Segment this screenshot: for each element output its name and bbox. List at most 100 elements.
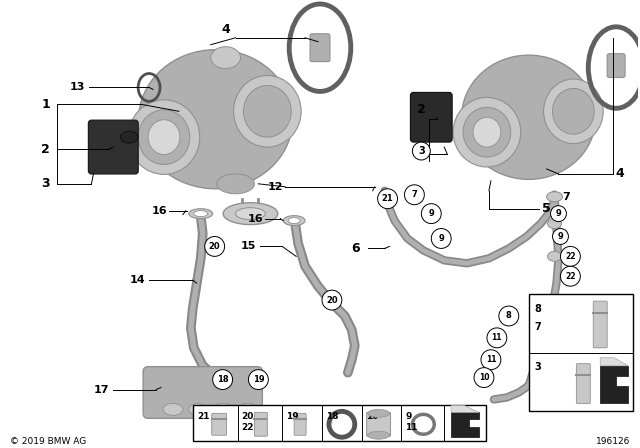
Polygon shape — [600, 366, 628, 404]
Ellipse shape — [461, 55, 596, 179]
Text: 7: 7 — [412, 190, 417, 199]
Ellipse shape — [212, 404, 232, 415]
Ellipse shape — [189, 404, 207, 415]
Text: 18: 18 — [326, 412, 339, 422]
Text: 22: 22 — [565, 252, 575, 261]
FancyBboxPatch shape — [212, 414, 227, 435]
Text: 10: 10 — [479, 373, 489, 382]
Ellipse shape — [128, 100, 200, 174]
Ellipse shape — [138, 110, 190, 164]
Text: 17: 17 — [93, 384, 109, 395]
Text: 20: 20 — [209, 242, 221, 251]
Text: 9: 9 — [438, 234, 444, 243]
Circle shape — [561, 266, 580, 286]
Text: 1: 1 — [42, 98, 50, 111]
Text: 22: 22 — [565, 272, 575, 281]
Text: 20: 20 — [326, 296, 338, 305]
Text: © 2019 BMW AG: © 2019 BMW AG — [10, 437, 86, 446]
Ellipse shape — [288, 218, 300, 224]
Ellipse shape — [217, 174, 255, 194]
Circle shape — [431, 228, 451, 248]
Ellipse shape — [243, 86, 291, 137]
Ellipse shape — [139, 50, 292, 189]
Text: 9: 9 — [556, 209, 561, 218]
Polygon shape — [600, 358, 628, 366]
FancyBboxPatch shape — [410, 92, 452, 142]
Ellipse shape — [223, 202, 278, 224]
Ellipse shape — [463, 108, 511, 157]
Text: 7: 7 — [534, 322, 541, 332]
Ellipse shape — [453, 97, 521, 167]
Circle shape — [552, 228, 568, 245]
Text: 11: 11 — [492, 333, 502, 342]
FancyBboxPatch shape — [367, 412, 390, 436]
Ellipse shape — [548, 219, 561, 228]
Ellipse shape — [120, 131, 138, 143]
Ellipse shape — [368, 431, 390, 439]
Ellipse shape — [548, 251, 561, 261]
Ellipse shape — [239, 404, 255, 415]
Ellipse shape — [368, 409, 390, 418]
Text: 6: 6 — [351, 242, 360, 255]
Text: 3: 3 — [534, 362, 541, 372]
Text: 19: 19 — [286, 412, 299, 422]
Ellipse shape — [163, 404, 183, 415]
Ellipse shape — [547, 192, 563, 202]
Ellipse shape — [543, 79, 603, 143]
Polygon shape — [451, 412, 479, 437]
FancyBboxPatch shape — [143, 366, 262, 418]
Text: 2: 2 — [42, 142, 50, 155]
Bar — [529, 294, 633, 411]
Polygon shape — [451, 405, 479, 412]
FancyBboxPatch shape — [88, 120, 138, 174]
Text: 4: 4 — [616, 168, 625, 181]
Text: 21: 21 — [381, 194, 394, 203]
Text: 2: 2 — [417, 103, 426, 116]
Text: 22: 22 — [241, 423, 254, 432]
Ellipse shape — [473, 117, 501, 147]
Text: 8: 8 — [534, 304, 541, 314]
Circle shape — [487, 328, 507, 348]
FancyBboxPatch shape — [255, 412, 268, 436]
Circle shape — [421, 204, 441, 224]
Text: 11: 11 — [406, 423, 418, 432]
Ellipse shape — [284, 215, 305, 225]
Circle shape — [205, 237, 225, 256]
Circle shape — [550, 206, 566, 222]
Text: 10: 10 — [365, 412, 378, 422]
Text: 20: 20 — [241, 412, 254, 422]
Text: 12: 12 — [268, 182, 283, 192]
Circle shape — [474, 368, 494, 388]
Circle shape — [248, 370, 268, 389]
FancyBboxPatch shape — [607, 54, 625, 78]
Circle shape — [212, 370, 232, 389]
Text: 11: 11 — [486, 355, 496, 364]
Text: 8: 8 — [506, 311, 511, 320]
Circle shape — [561, 246, 580, 266]
Circle shape — [404, 185, 424, 205]
Ellipse shape — [194, 211, 208, 217]
Text: 14: 14 — [129, 275, 145, 285]
Text: 4: 4 — [221, 23, 230, 36]
Ellipse shape — [234, 76, 301, 147]
Text: 3: 3 — [418, 146, 425, 156]
Circle shape — [481, 350, 501, 370]
Text: 5: 5 — [542, 202, 551, 215]
FancyBboxPatch shape — [593, 301, 607, 348]
Bar — [193, 405, 486, 441]
FancyBboxPatch shape — [294, 414, 306, 435]
FancyBboxPatch shape — [310, 34, 330, 62]
Text: 13: 13 — [70, 82, 85, 92]
Text: 9: 9 — [428, 209, 434, 218]
FancyBboxPatch shape — [577, 364, 590, 404]
Circle shape — [378, 189, 397, 209]
Ellipse shape — [211, 47, 241, 69]
Text: 16: 16 — [248, 214, 263, 224]
Text: 196126: 196126 — [596, 437, 630, 446]
Text: 15: 15 — [241, 241, 256, 251]
Text: 21: 21 — [196, 412, 209, 422]
Circle shape — [412, 142, 430, 160]
Text: 19: 19 — [253, 375, 264, 384]
Circle shape — [499, 306, 519, 326]
Text: 9: 9 — [557, 232, 563, 241]
